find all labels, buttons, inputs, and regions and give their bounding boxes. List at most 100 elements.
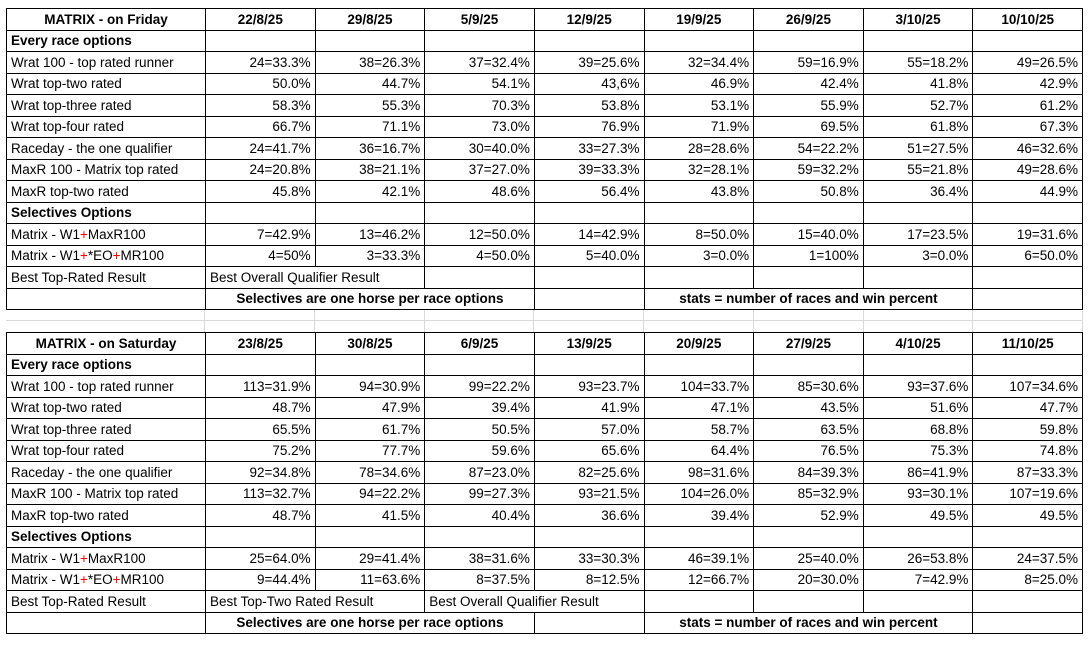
empty-grid-cell[interactable] xyxy=(424,29,535,52)
stat-cell[interactable]: 76.9% xyxy=(533,115,645,138)
stat-cell[interactable]: 56.4% xyxy=(533,180,645,203)
stat-cell[interactable]: 46.9% xyxy=(643,72,755,95)
result-highlight-cell[interactable] xyxy=(862,266,974,289)
stat-cell[interactable]: 58.3% xyxy=(205,94,316,117)
stat-cell[interactable]: 69.5% xyxy=(753,115,864,138)
stat-cell[interactable]: 53.8% xyxy=(533,94,645,117)
date-header-cell[interactable]: 30/8/25 xyxy=(314,332,426,355)
row-label-cell[interactable]: Raceday - the one qualifier xyxy=(6,137,206,160)
date-header-cell[interactable]: 4/10/25 xyxy=(862,332,974,355)
stat-cell[interactable]: 65.5% xyxy=(205,418,316,441)
stat-cell[interactable]: 107=19.6% xyxy=(972,482,1083,505)
footer-note-cell[interactable]: stats = number of races and win percent xyxy=(643,287,974,310)
stat-cell[interactable]: 43.5% xyxy=(753,396,864,419)
stat-cell[interactable]: 26=53.8% xyxy=(862,547,974,570)
footer-note-cell[interactable]: Selectives are one horse per race option… xyxy=(205,611,535,634)
stat-cell[interactable]: 15=40.0% xyxy=(753,223,864,246)
result-highlight-cell[interactable] xyxy=(643,590,755,613)
stat-cell[interactable]: 49.5% xyxy=(972,504,1083,527)
stat-cell[interactable]: 98=31.6% xyxy=(643,461,755,484)
empty-grid-cell[interactable] xyxy=(205,201,316,224)
stat-cell[interactable]: 46=39.1% xyxy=(643,547,755,570)
stat-cell[interactable]: 55=21.8% xyxy=(862,158,974,181)
stat-cell[interactable]: 99=22.2% xyxy=(424,375,535,398)
stat-cell[interactable]: 41.8% xyxy=(862,72,974,95)
stat-cell[interactable]: 6=50.0% xyxy=(972,244,1083,267)
stat-cell[interactable]: 32=28.1% xyxy=(643,158,755,181)
stat-cell[interactable]: 43.8% xyxy=(643,180,755,203)
stat-cell[interactable]: 9=44.4% xyxy=(205,568,316,591)
empty-grid-cell[interactable] xyxy=(862,525,974,548)
empty-grid-cell[interactable] xyxy=(972,353,1083,376)
empty-grid-cell[interactable] xyxy=(862,29,974,52)
stat-cell[interactable]: 54.1% xyxy=(424,72,535,95)
stat-cell[interactable]: 41.9% xyxy=(533,396,645,419)
stat-cell[interactable]: 48.7% xyxy=(205,396,316,419)
stat-cell[interactable]: 51=27.5% xyxy=(862,137,974,160)
row-label-cell[interactable]: Wrat top-three rated xyxy=(6,94,206,117)
stat-cell[interactable]: 42.9% xyxy=(972,72,1083,95)
stat-cell[interactable]: 8=12.5% xyxy=(533,568,645,591)
stat-cell[interactable]: 40.4% xyxy=(424,504,535,527)
stat-cell[interactable]: 74.8% xyxy=(972,439,1083,462)
stat-cell[interactable]: 64.4% xyxy=(643,439,755,462)
result-highlight-cell[interactable] xyxy=(753,266,864,289)
stat-cell[interactable]: 70.3% xyxy=(424,94,535,117)
result-highlight-cell[interactable] xyxy=(972,590,1083,613)
date-header-cell[interactable]: 27/9/25 xyxy=(753,332,864,355)
table-title-cell[interactable]: MATRIX - on Saturday xyxy=(6,332,206,355)
stat-cell[interactable]: 44.9% xyxy=(972,180,1083,203)
section-header-cell[interactable]: Every race options xyxy=(6,29,206,52)
stat-cell[interactable]: 36.6% xyxy=(533,504,645,527)
result-highlight-cell[interactable]: Best Overall Qualifier Result xyxy=(424,590,645,613)
stat-cell[interactable]: 93=21.5% xyxy=(533,482,645,505)
stat-cell[interactable]: 24=33.3% xyxy=(205,51,316,74)
stat-cell[interactable]: 99=27.3% xyxy=(424,482,535,505)
stat-cell[interactable]: 53.1% xyxy=(643,94,755,117)
stat-cell[interactable]: 24=20.8% xyxy=(205,158,316,181)
empty-grid-cell[interactable] xyxy=(972,525,1083,548)
empty-grid-cell[interactable] xyxy=(533,29,645,52)
stat-cell[interactable]: 3=0.0% xyxy=(643,244,755,267)
stat-cell[interactable]: 59.6% xyxy=(424,439,535,462)
empty-grid-cell[interactable] xyxy=(424,525,535,548)
stat-cell[interactable]: 36.4% xyxy=(862,180,974,203)
stat-cell[interactable]: 33=27.3% xyxy=(533,137,645,160)
empty-grid-cell[interactable] xyxy=(314,353,426,376)
empty-grid-cell[interactable] xyxy=(862,353,974,376)
stat-cell[interactable]: 38=31.6% xyxy=(424,547,535,570)
result-highlight-cell[interactable] xyxy=(753,590,864,613)
stat-cell[interactable]: 29=41.4% xyxy=(314,547,426,570)
stat-cell[interactable]: 71.1% xyxy=(314,115,426,138)
date-header-cell[interactable]: 26/9/25 xyxy=(753,8,864,31)
empty-grid-cell[interactable] xyxy=(205,353,316,376)
empty-grid-cell[interactable] xyxy=(753,29,864,52)
stat-cell[interactable]: 55.3% xyxy=(314,94,426,117)
stat-cell[interactable]: 66.7% xyxy=(205,115,316,138)
empty-grid-cell[interactable] xyxy=(972,201,1083,224)
row-label-cell[interactable]: Wrat top-four rated xyxy=(6,115,206,138)
date-header-cell[interactable]: 23/8/25 xyxy=(205,332,316,355)
empty-grid-cell[interactable] xyxy=(643,201,755,224)
stat-cell[interactable]: 44.7% xyxy=(314,72,426,95)
stat-cell[interactable]: 65.6% xyxy=(533,439,645,462)
result-highlight-cell[interactable] xyxy=(862,590,974,613)
row-label-cell[interactable]: MaxR 100 - Matrix top rated xyxy=(6,482,206,505)
empty-grid-cell[interactable] xyxy=(972,29,1083,52)
empty-grid-cell[interactable] xyxy=(643,525,755,548)
stat-cell[interactable]: 51.6% xyxy=(862,396,974,419)
best-result-label-cell[interactable]: Best Top-Rated Result xyxy=(6,590,206,613)
empty-grid-cell[interactable] xyxy=(753,525,864,548)
stat-cell[interactable]: 61.7% xyxy=(314,418,426,441)
empty-grid-cell[interactable] xyxy=(205,29,316,52)
stat-cell[interactable]: 42.1% xyxy=(314,180,426,203)
stat-cell[interactable]: 42.4% xyxy=(753,72,864,95)
empty-grid-cell[interactable] xyxy=(424,353,535,376)
empty-grid-cell[interactable] xyxy=(533,353,645,376)
row-label-cell[interactable]: Matrix - W1+MaxR100 xyxy=(6,223,206,246)
row-label-cell[interactable]: Matrix - W1+MaxR100 xyxy=(6,547,206,570)
footer-note-cell[interactable]: stats = number of races and win percent xyxy=(643,611,974,634)
stat-cell[interactable]: 61.8% xyxy=(862,115,974,138)
stat-cell[interactable]: 93=23.7% xyxy=(533,375,645,398)
stat-cell[interactable]: 28=28.6% xyxy=(643,137,755,160)
